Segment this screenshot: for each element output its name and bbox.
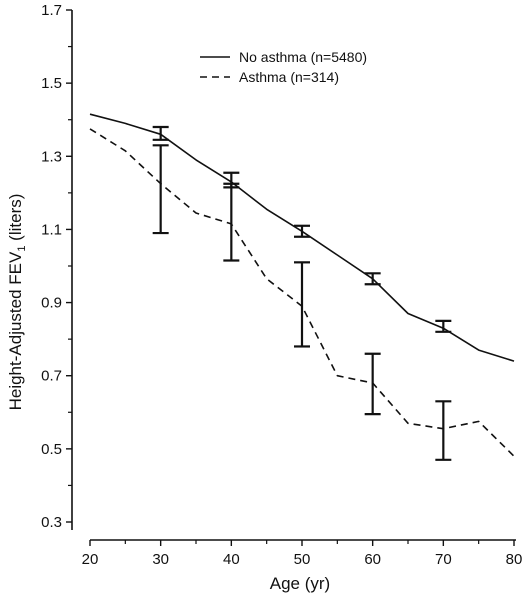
asthma-error-bar — [364, 352, 381, 416]
y-tick-label: 1.5 — [41, 75, 62, 92]
x-tick-label: 70 — [435, 551, 452, 568]
y-tick-label: 1.7 — [41, 2, 62, 19]
y-ticks: 0.3 0.5 0.7 0.9 1.1 1.3 1.5 1.7 — [41, 2, 72, 531]
x-tick-label: 60 — [364, 551, 381, 568]
x-tick-label: 30 — [152, 551, 169, 568]
y-tick-label: 0.9 — [41, 295, 62, 312]
error-bars — [152, 125, 452, 461]
y-tick-label: 0.3 — [41, 514, 62, 531]
legend-label-no-asthma: No asthma (n=5480) — [239, 49, 367, 65]
legend-label-asthma: Asthma (n=314) — [239, 69, 339, 85]
no-asthma-error-bar — [364, 272, 381, 286]
y-axis-title-subscript: 1 — [16, 246, 28, 252]
y-axis-title-main: Height-Adjusted FEV — [6, 251, 25, 410]
x-tick-label: 40 — [223, 551, 240, 568]
y-tick-label: 1.1 — [41, 221, 62, 238]
x-tick-label: 20 — [82, 551, 99, 568]
y-tick-label: 1.3 — [41, 148, 62, 165]
y-tick-label: 0.7 — [41, 368, 62, 385]
y-tick-label: 0.5 — [41, 441, 62, 458]
no-asthma-error-bar — [152, 125, 169, 141]
asthma-error-bar — [435, 400, 452, 461]
x-axis-title: Age (yr) — [270, 574, 330, 593]
no-asthma-error-bar — [294, 224, 310, 238]
x-tick-label: 50 — [294, 551, 311, 568]
asthma-error-bar — [152, 144, 169, 235]
x-ticks: 20 30 40 50 60 70 80 — [82, 540, 523, 568]
y-axis-title: Height-Adjusted FEV1 (liters) — [6, 194, 28, 411]
y-axis-title-unit: (liters) — [6, 194, 25, 246]
asthma-error-bar — [223, 182, 240, 262]
legend: No asthma (n=5480) Asthma (n=314) — [200, 49, 367, 85]
x-tick-label: 80 — [506, 551, 523, 568]
asthma-error-bar — [294, 261, 310, 348]
no-asthma-error-bar — [435, 319, 452, 333]
